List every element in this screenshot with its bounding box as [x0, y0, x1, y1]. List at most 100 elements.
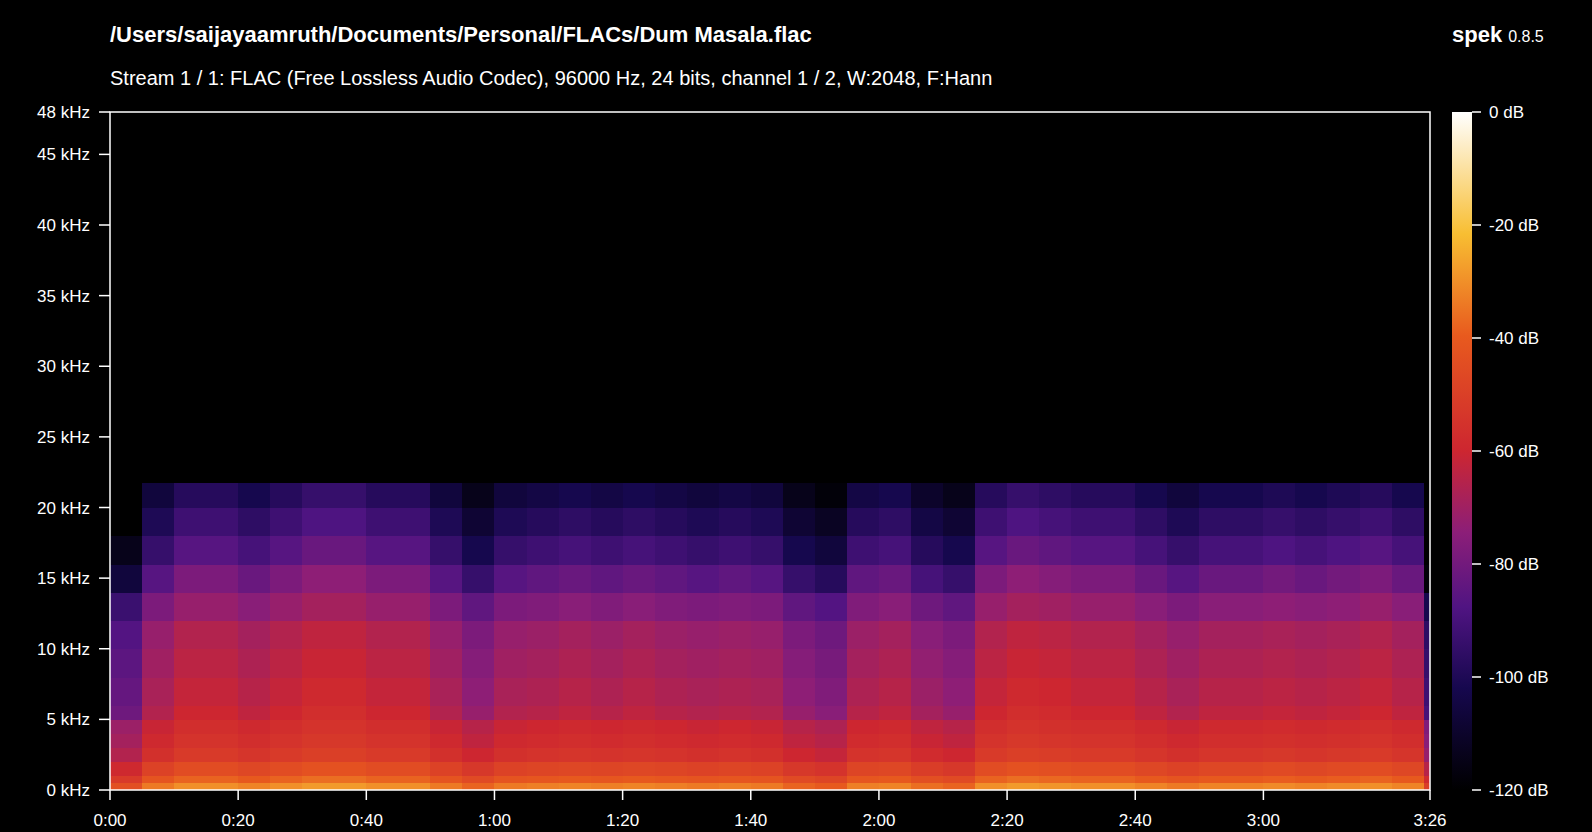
spectrogram-cell [623, 719, 656, 734]
spectrogram-cell [238, 564, 271, 593]
spectrogram-cell [142, 621, 175, 650]
spectrogram-cell [975, 783, 1008, 790]
spectrogram-cell [366, 719, 399, 734]
spectrogram-cell [174, 677, 207, 706]
spectrogram-cell [1327, 719, 1360, 734]
spectrogram-cell [398, 705, 431, 720]
spectrogram-cell [847, 508, 880, 537]
spectrogram-cell [655, 776, 688, 784]
spectrogram-cell [751, 719, 784, 734]
spectrogram-cell [943, 719, 976, 734]
spectrogram-cell [174, 783, 207, 790]
spectrogram-cell [911, 748, 944, 763]
plot-frame [110, 112, 1430, 790]
spectrogram-cell [462, 734, 495, 749]
spectrogram-cell [238, 776, 271, 784]
spectrogram-cell [1199, 483, 1232, 508]
spectrogram-cell [1071, 705, 1104, 720]
spectrogram-cell [142, 536, 175, 565]
spectrogram-cell [238, 621, 271, 650]
spectrogram-cell [270, 762, 303, 777]
spectrogram-cell [1327, 536, 1360, 565]
spectrogram-cell [975, 705, 1008, 720]
spectrogram-cell [623, 564, 656, 593]
spectrogram-cell [238, 536, 271, 565]
spectrogram-cell [366, 705, 399, 720]
spectrogram-cell [975, 748, 1008, 763]
spectrogram-cell [238, 719, 271, 734]
spectrogram-cell [719, 621, 752, 650]
spectrogram-cell [1167, 564, 1200, 593]
spectrogram-cell [270, 783, 303, 790]
spectrogram-cell [1199, 564, 1232, 593]
spectrogram-cell [1392, 592, 1425, 621]
spectrogram-cell [1199, 621, 1232, 650]
spectrogram-cell [1327, 783, 1360, 790]
spectrogram-cell [719, 592, 752, 621]
y-tick-label: 25 kHz [37, 428, 90, 447]
spectrogram-cell [1007, 649, 1040, 678]
spectrogram-cell [1392, 762, 1425, 777]
spectrogram-cell [943, 564, 976, 593]
spectrogram-cell [911, 783, 944, 790]
spectrogram-cell [1135, 677, 1168, 706]
spectrogram-cell [110, 677, 143, 706]
spectrogram-cell [1199, 592, 1232, 621]
spectrogram-cell [110, 483, 143, 508]
spectrogram-cell [110, 592, 143, 621]
spectrogram-cell [1135, 564, 1168, 593]
spectrogram-cell [1007, 508, 1040, 537]
spectrogram-cell [366, 762, 399, 777]
spectrogram-cell [110, 719, 143, 734]
spectrogram-cell [302, 776, 335, 784]
spectrogram-cell [1199, 649, 1232, 678]
spectrogram-cell [719, 536, 752, 565]
spectrogram-cell [815, 776, 848, 784]
spectrogram-cell [783, 508, 816, 537]
spectrogram-cell [719, 677, 752, 706]
spectrogram-cell [430, 621, 463, 650]
spectrogram-cell [1263, 649, 1296, 678]
spectrogram-cell [783, 734, 816, 749]
spectrogram-cell [1167, 483, 1200, 508]
spectrogram-cell [815, 564, 848, 593]
spectrogram-cell [847, 649, 880, 678]
spectrogram-cell [302, 649, 335, 678]
spectrogram-cell [494, 748, 527, 763]
spectrogram-cell [238, 748, 271, 763]
spectrogram-cell [527, 734, 560, 749]
x-tick-label: 3:00 [1247, 811, 1280, 830]
y-tick [99, 295, 110, 297]
spectrogram-cell [1263, 719, 1296, 734]
spectrogram-cell [174, 508, 207, 537]
spectrogram-cell [462, 536, 495, 565]
spectrogram-cell [559, 536, 592, 565]
spectrogram-cell [142, 748, 175, 763]
spectrogram-cell [1295, 705, 1328, 720]
x-tick-label: 2:20 [991, 811, 1024, 830]
spectrogram-cell [687, 762, 720, 777]
x-tick-label: 0:20 [222, 811, 255, 830]
spectrogram-cell [206, 621, 239, 650]
colorbar-tick-label: -120 dB [1489, 781, 1549, 800]
spectrogram-cell [559, 677, 592, 706]
spectrogram-cell [943, 649, 976, 678]
spectrogram-cell [1231, 734, 1264, 749]
spectrogram-cell [943, 783, 976, 790]
spectrogram-cell [302, 762, 335, 777]
spectrogram-cell [334, 705, 367, 720]
spectrogram-cell [1392, 508, 1425, 537]
x-tick-label: 2:40 [1119, 811, 1152, 830]
spectrogram-cell [1295, 677, 1328, 706]
spectrogram-cell [1103, 677, 1136, 706]
spectrogram-cell [1263, 677, 1296, 706]
spectrogram-cell [527, 592, 560, 621]
x-tick [366, 790, 368, 800]
spectrogram-cell [1135, 536, 1168, 565]
spectrogram-cell [462, 483, 495, 508]
spectrogram-cell [879, 762, 912, 777]
spectrogram-cell [1039, 592, 1072, 621]
spectrogram-cell [687, 649, 720, 678]
spectrogram-cell [687, 705, 720, 720]
spectrogram-cell [174, 719, 207, 734]
